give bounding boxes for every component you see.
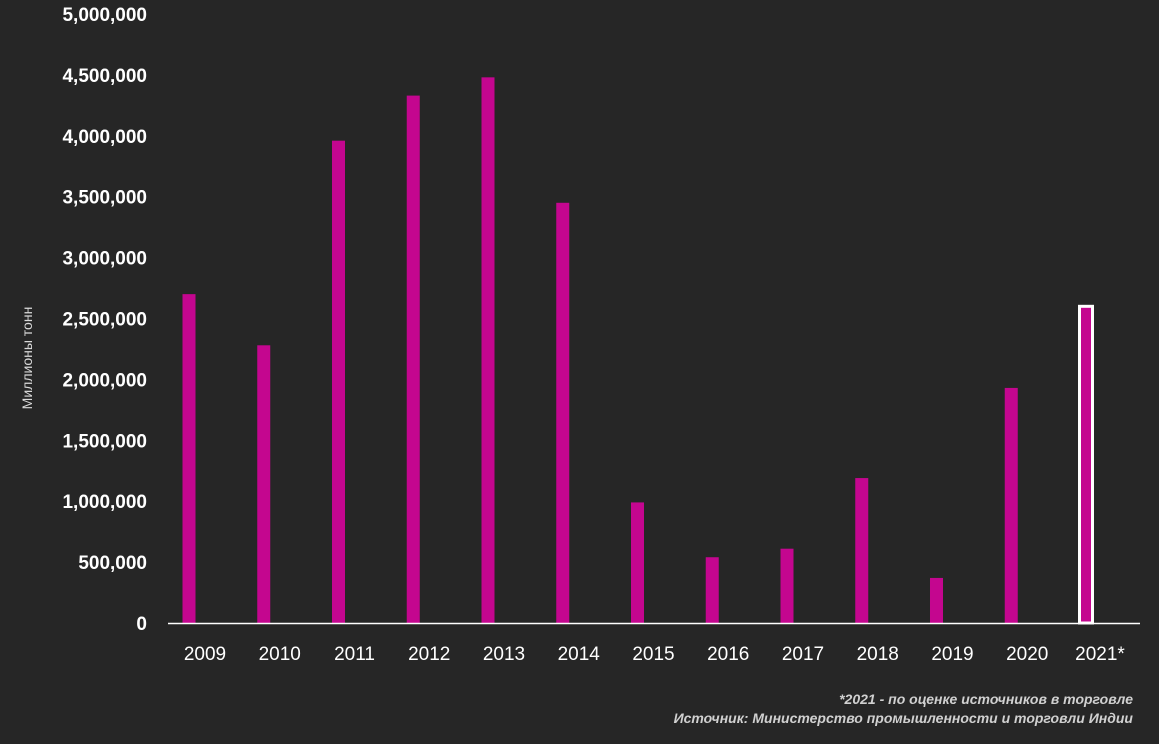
bar: [406, 95, 420, 623]
bar: [631, 502, 644, 623]
y-tick-label: 1,000,000: [62, 492, 147, 513]
y-tick-label: 4,500,000: [62, 66, 147, 87]
bar: [1004, 387, 1018, 623]
bar: [257, 345, 271, 623]
bars: [182, 77, 1094, 625]
bar: [481, 77, 495, 623]
x-axis: 2009 2010 2011 2012 2013 2014 2015 2016 2017 2018…: [184, 644, 1126, 665]
y-tick-label: 3,500,000: [62, 188, 147, 209]
y-tick-label: 3,000,000: [62, 249, 147, 270]
y-tick-label: 2,000,000: [62, 370, 147, 391]
x-tick-label: 2010: [259, 644, 301, 665]
x-tick-label: 2013: [483, 644, 525, 665]
y-axis: 0 500,000 1,000,000 1,500,000 2,000,000 2,500…: [62, 5, 147, 635]
footnotes: *2021 - по оценке источников в торговле …: [674, 690, 1133, 728]
y-tick-label: 1,500,000: [62, 431, 147, 452]
estimate-note: *2021 - по оценке источников в торговле: [839, 691, 1133, 707]
x-tick-label: 2017: [782, 644, 824, 665]
bar: [705, 557, 719, 623]
y-tick-label: 0: [136, 614, 147, 635]
x-tick-label: 2009: [184, 644, 226, 665]
x-tick-label: 2018: [857, 644, 899, 665]
bar: [556, 202, 570, 624]
bar: [332, 140, 345, 623]
bar: [930, 577, 943, 623]
y-axis-title: Миллионы тонн: [19, 307, 35, 410]
bar: [780, 548, 794, 623]
x-tick-label: 2011: [334, 644, 375, 665]
x-tick-label: 2015: [632, 644, 674, 665]
x-tick-label: 2020: [1006, 644, 1048, 665]
bar: [855, 478, 869, 623]
y-tick-label: 2,500,000: [62, 310, 147, 331]
y-tick-label: 5,000,000: [62, 5, 147, 26]
bar-estimated: [1078, 304, 1094, 625]
x-tick-label: 2014: [558, 644, 601, 665]
x-tick-label: 2012: [408, 644, 450, 665]
x-tick-label: 2016: [707, 644, 749, 665]
source-note: Источник: Министерство промышленности и …: [673, 710, 1133, 726]
y-tick-label: 500,000: [78, 553, 147, 574]
x-tick-label: 2021*: [1075, 644, 1125, 665]
y-tick-label: 4,000,000: [62, 127, 147, 148]
x-tick-label: 2019: [931, 644, 973, 665]
bar: [182, 294, 196, 623]
